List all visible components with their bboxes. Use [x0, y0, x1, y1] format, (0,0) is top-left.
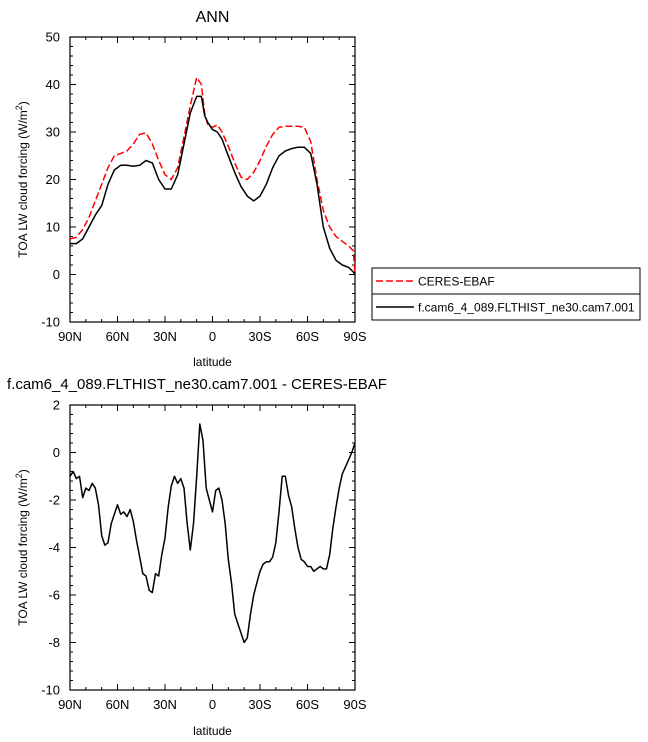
y-axis-label-end: ) — [16, 469, 30, 473]
legend-label-2: f.cam6_4_089.FLTHIST_ne30.cam7.001 — [418, 301, 635, 315]
x-tick-label: 60S — [296, 329, 319, 344]
x-tick-label: 60N — [106, 697, 130, 712]
y-axis-label: TOA LW cloud forcing (W/m2) — [14, 469, 30, 626]
x-tick-label: 90S — [343, 697, 366, 712]
y-tick-label: -8 — [48, 635, 60, 650]
y-tick-label: 0 — [53, 445, 60, 460]
x-tick-label: 90S — [343, 329, 366, 344]
y-axis-label-end: ) — [16, 101, 30, 105]
x-tick-label: 0 — [209, 697, 216, 712]
chart-panel-1: ANN 90N 60N 30N 0 30S 60S 90S -10 0 10 20 30 40 50 lati… — [14, 9, 641, 369]
series-line-1 — [69, 423, 356, 644]
y-tick-label: 30 — [46, 125, 60, 140]
chart-title: ANN — [196, 9, 230, 26]
x-tick-label: 30N — [153, 329, 177, 344]
plot-frame — [69, 36, 356, 323]
x-tick-label: 30S — [248, 697, 271, 712]
x-tick-label: 90N — [58, 329, 82, 344]
y-tick-label: 40 — [46, 77, 60, 92]
y-tick-label: -10 — [41, 315, 60, 330]
x-tick-label: 30N — [153, 697, 177, 712]
series-line-1 — [69, 76, 356, 275]
y-axis-label-superscript: 2 — [14, 473, 24, 478]
chart-panel-2: f.cam6_4_089.FLTHIST_ne30.cam7.001 - CER… — [7, 376, 387, 738]
y-tick-label: 0 — [53, 267, 60, 282]
y-tick-label: -2 — [48, 493, 60, 508]
y-axis-label-superscript: 2 — [14, 105, 24, 110]
y-axis-label: TOA LW cloud forcing (W/m2) — [14, 101, 30, 258]
x-tick-label: 60N — [106, 329, 130, 344]
x-axis-label: latitude — [193, 355, 232, 369]
legend-label-1: CERES-EBAF — [418, 275, 495, 289]
series-line-2 — [70, 95, 356, 275]
y-axis-label-main: TOA LW cloud forcing (W/m — [16, 110, 30, 258]
y-axis-label-main: TOA LW cloud forcing (W/m — [16, 478, 30, 626]
y-tick-label: 20 — [46, 172, 60, 187]
x-tick-label: 90N — [58, 697, 82, 712]
y-tick-label: 50 — [46, 30, 60, 45]
y-tick-label: -4 — [48, 540, 60, 555]
y-tick-label: -6 — [48, 588, 60, 603]
x-axis-label: latitude — [193, 724, 232, 738]
x-tick-label: 0 — [209, 329, 216, 344]
legend: CERES-EBAF f.cam6_4_089.FLTHIST_ne30.cam7… — [371, 267, 641, 321]
y-tick-label: 10 — [46, 220, 60, 235]
x-tick-label: 60S — [296, 697, 319, 712]
y-tick-label: 2 — [53, 398, 60, 413]
y-tick-label: -10 — [41, 683, 60, 698]
chart-title: f.cam6_4_089.FLTHIST_ne30.cam7.001 - CER… — [7, 376, 387, 393]
x-tick-label: 30S — [248, 329, 271, 344]
plot-frame — [69, 404, 356, 691]
